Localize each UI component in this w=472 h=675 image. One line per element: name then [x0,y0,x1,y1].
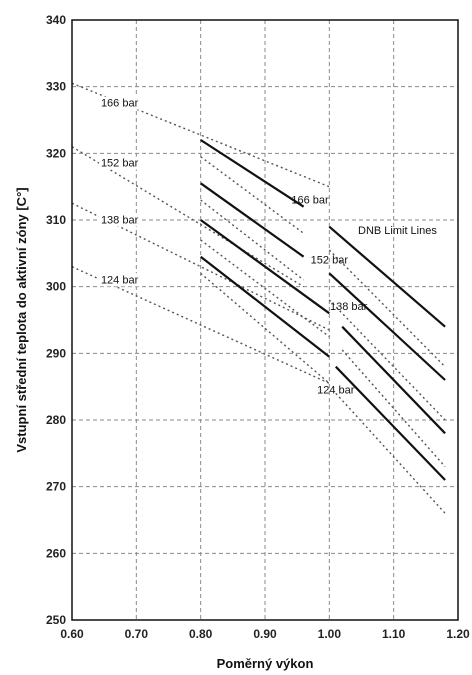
solid-line-152-bar [328,272,446,381]
dotted-line-166-bar [200,156,305,234]
grid [72,20,458,620]
x-axis-label: Poměrný výkon [217,656,314,671]
annotation-dnb-limit-lines: DNB Limit Lines [358,225,437,237]
dotted-line-152-bar [71,146,304,288]
solid-line-152-bar [200,182,305,258]
x-tick-label: 1.00 [318,627,342,641]
left-label-bg [98,273,139,287]
y-tick-label: 330 [46,80,66,94]
solid-line-124-bar [200,255,330,358]
x-tick-label: 1.20 [446,627,470,641]
dotted-line-138-bar [200,239,330,338]
dotted-line-124-bar [335,392,446,514]
left-label-bg [98,213,139,227]
solid-line-138-bar [200,219,330,315]
solid-line-124-bar [335,365,446,481]
x-tick-label: 0.90 [253,627,277,641]
series-label-124-bar: 124 bar [317,384,355,396]
y-tick-label: 260 [46,546,66,560]
y-tick-label: 340 [46,13,66,27]
dotted-line-124-bar [200,272,330,384]
y-tick-label: 310 [46,213,66,227]
y-tick-labels: 250 260 270 280 290 300 310 320 330 340 [46,13,66,627]
dotted-line-152-bar [200,199,305,281]
x-tick-label: 1.10 [382,627,406,641]
left-label-bg [98,156,139,170]
series-layer [71,82,446,514]
y-tick-label: 300 [46,280,66,294]
y-tick-label: 290 [46,346,66,360]
y-tick-label: 320 [46,146,66,160]
series-label-138-bar: 138 bar [330,301,368,313]
left-label-166-bar: 166 bar [101,98,139,110]
y-axis-label: Vstupní střední teplota do aktivní zóny … [14,187,29,452]
series-label-166-bar: 166 bar [291,194,329,206]
solid-line-166-bar [328,225,446,328]
solid-line-138-bar [341,325,446,435]
y-tick-label: 250 [46,613,66,627]
series-label-152-bar: 152 bar [311,254,349,266]
x-tick-label: 0.70 [125,627,149,641]
y-tick-label: 280 [46,413,66,427]
series-labels: 166 bar 152 bar 138 bar 124 bar 166 bar 152 b… [98,96,368,396]
solid-line-166-bar [200,139,305,208]
dotted-line-124-bar [71,266,330,384]
dotted-line-152-bar [328,299,446,421]
left-label-138-bar: 138 bar [101,214,139,226]
dotted-line-138-bar [341,349,446,468]
left-label-152-bar: 152 bar [101,158,139,170]
left-label-bg [98,96,139,110]
x-tick-label: 0.80 [189,627,213,641]
plot-frame [71,19,459,621]
y-tick-label: 270 [46,480,66,494]
x-tick-labels: 0.60 0.70 0.80 0.90 1.00 1.10 1.20 [60,627,470,641]
x-tick-label: 0.60 [60,627,84,641]
left-label-124-bar: 124 bar [101,274,139,286]
